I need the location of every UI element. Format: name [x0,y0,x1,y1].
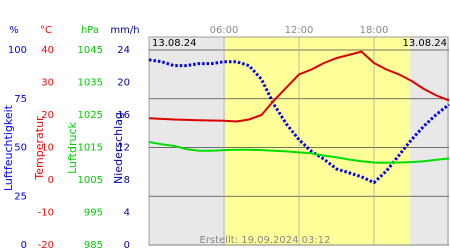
axis-title: Luftdruck [66,121,79,173]
y-tick-label: 1045 [78,45,103,56]
y-tick-label: 1015 [78,143,103,154]
series-line [148,58,450,185]
y-tick-label: 1005 [78,175,103,186]
y-tick-label: 8 [124,175,130,186]
series-line [148,50,450,123]
daylight-band [225,37,411,245]
axis-unit: °C [40,25,52,36]
y-tick-label: 50 [14,143,27,154]
y-tick-label: 10 [41,143,54,154]
y-tick-label: 25 [14,191,27,202]
y-tick-label: -20 [38,240,54,250]
y-tick-label: 100 [8,45,27,56]
series-line [148,141,450,164]
y-tick-label: 0 [21,240,27,250]
date-left: 13.08.24 [152,38,197,49]
y-tick-label: 12 [117,143,130,154]
axis-title: Temperatur [33,116,46,181]
x-tick-label: 06:00 [210,25,239,36]
x-tick-label: 18:00 [360,25,389,36]
y-tick-label: 0 [48,175,54,186]
y-tick-label: 1035 [78,78,103,89]
x-tick-label: 12:00 [285,25,314,36]
y-tick-label: 0 [124,240,130,250]
date-right: 13.08.24 [402,38,447,49]
y-tick-label: 75 [14,94,27,105]
y-tick-label: 995 [84,208,103,219]
y-tick-label: 4 [124,208,130,219]
y-tick-label: 1025 [78,110,103,121]
y-tick-label: 30 [41,78,54,89]
y-tick-label: 20 [41,110,54,121]
axis-unit: mm/h [110,25,139,36]
y-tick-label: 16 [117,110,130,121]
axis-unit: % [9,25,19,36]
axis-title: Luftfeuchtigkeit [2,104,15,191]
y-tick-label: 40 [41,45,54,56]
plot-frame [148,36,449,246]
y-tick-label: -10 [38,208,54,219]
y-tick-label: 985 [84,240,103,250]
y-tick-label: 20 [117,78,130,89]
y-tick-label: 24 [117,45,130,56]
created-note: Erstellt: 19.09.2024 03:12 [200,235,331,246]
axis-title: Niederschlag [112,112,125,184]
axis-unit: hPa [81,25,99,36]
